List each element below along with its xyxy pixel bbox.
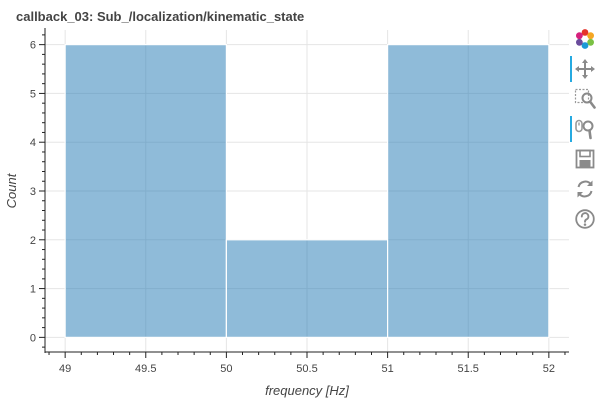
histogram-bar-0 xyxy=(64,44,227,338)
y-tick-label-0: 0 xyxy=(30,332,36,344)
reset-tool-button[interactable] xyxy=(568,176,600,202)
axes: 49 49.5 50 50.5 51 51.5 52 0 1 2 3 4 5 6 xyxy=(30,28,569,375)
y-tick-label-1: 1 xyxy=(30,284,36,296)
x-tick-label-2: 50 xyxy=(220,363,232,375)
active-indicator xyxy=(570,116,572,142)
bokeh-logo-icon xyxy=(576,29,594,49)
x-tick-label-4: 51 xyxy=(381,363,393,375)
y-tick-label-2: 2 xyxy=(30,235,36,247)
save-icon xyxy=(575,149,595,169)
histogram-bars xyxy=(64,44,550,338)
x-tick-label-6: 52 xyxy=(543,363,555,375)
help-icon xyxy=(575,209,595,229)
x-tick-label-1: 49.5 xyxy=(135,363,156,375)
x-tick-label-0: 49 xyxy=(59,363,71,375)
reset-icon xyxy=(577,180,593,198)
x-tick-label-5: 51.5 xyxy=(458,363,479,375)
active-indicator xyxy=(570,56,572,82)
pan-tool-button[interactable] xyxy=(568,56,600,82)
y-tick-label-4: 4 xyxy=(30,137,36,149)
y-tick-label-6: 6 xyxy=(30,40,36,52)
box-zoom-tool-button[interactable] xyxy=(568,86,600,112)
wheel-zoom-icon xyxy=(575,119,594,140)
help-tool-button[interactable] xyxy=(568,206,600,232)
x-tick-label-3: 50.5 xyxy=(296,363,317,375)
chart-title: callback_03: Sub_/localization/kinematic… xyxy=(16,9,304,24)
toolbar xyxy=(568,24,600,244)
bokeh-logo[interactable] xyxy=(568,26,600,52)
histogram-bar-1 xyxy=(225,239,389,338)
wheel-zoom-tool-button[interactable] xyxy=(568,116,600,142)
histogram-bar-2 xyxy=(387,44,550,338)
pan-icon xyxy=(575,59,595,79)
y-tick-label-5: 5 xyxy=(30,88,36,100)
x-axis-label: frequency [Hz] xyxy=(265,383,349,398)
box-zoom-icon xyxy=(574,88,596,109)
y-axis-label: Count xyxy=(4,172,19,208)
save-tool-button[interactable] xyxy=(568,146,600,172)
y-tick-label-3: 3 xyxy=(30,186,36,198)
